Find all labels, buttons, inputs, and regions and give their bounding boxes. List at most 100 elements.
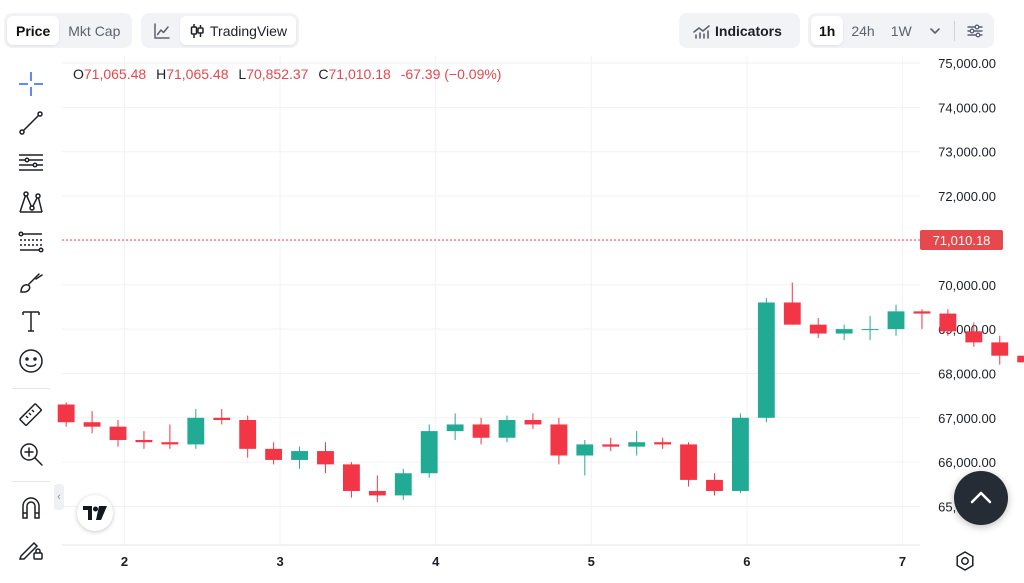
candle-body[interactable] [757, 302, 775, 418]
chevron-down-icon [929, 27, 940, 34]
tradingview-tab[interactable]: TradingView [180, 16, 297, 45]
line-chart-icon [154, 22, 170, 39]
brush-icon [20, 273, 43, 293]
candle-body[interactable] [135, 439, 153, 443]
candle-body[interactable] [965, 331, 983, 343]
time-tick-label: 5 [588, 554, 595, 569]
market-cap-tab[interactable]: Mkt Cap [68, 22, 121, 39]
emoji-tool[interactable] [14, 346, 48, 376]
open-value: 71,065.48 [83, 66, 147, 82]
candle-body[interactable] [265, 448, 283, 460]
pattern-icon [19, 191, 43, 213]
pattern-tool[interactable] [14, 188, 48, 218]
interval-1h[interactable]: 1h [811, 16, 844, 45]
high-key: H [156, 66, 167, 82]
brush-tool[interactable] [14, 267, 48, 297]
chart-type-toggle: Price Mkt Cap [4, 13, 133, 48]
time-axis: 2 3 4 5 6 7 [121, 554, 906, 569]
fib-retracement-icon [18, 231, 44, 253]
scroll-to-top-button[interactable] [954, 471, 1008, 525]
candle-body[interactable] [420, 431, 438, 474]
price-tick-label: 68,000.00 [938, 366, 996, 381]
emoji-icon [19, 349, 43, 373]
chart-grid [62, 56, 920, 545]
close-value: 71,010.18 [328, 66, 391, 82]
candle-body[interactable] [368, 490, 386, 496]
interval-dropdown[interactable] [920, 16, 950, 45]
candle-body[interactable] [654, 442, 672, 445]
collapse-toolbar-button[interactable]: ‹ [54, 484, 64, 510]
candle-body[interactable] [394, 473, 412, 496]
candle-body[interactable] [991, 342, 1009, 356]
candle-body[interactable] [913, 311, 931, 314]
candle-body[interactable] [835, 329, 853, 334]
candle-body[interactable] [576, 444, 594, 456]
candle-body[interactable] [939, 313, 957, 332]
trend-line-icon [19, 111, 43, 135]
interval-24h[interactable]: 24h [851, 22, 875, 39]
tradingview-label: TradingView [210, 22, 288, 39]
lock-drawing-icon [18, 541, 43, 560]
chevron-up-icon [970, 491, 992, 504]
lock-drawing-tool[interactable] [14, 533, 48, 563]
price-tick-label: 70,000.00 [938, 278, 996, 293]
zoom-in-icon [20, 443, 43, 466]
candle-body[interactable] [472, 424, 490, 438]
price-tick-label: 75,000.00 [938, 56, 996, 71]
candle-body[interactable] [109, 426, 127, 440]
trend-line-tool[interactable] [14, 108, 48, 138]
magnet-tool[interactable] [14, 493, 48, 523]
candle-body[interactable] [498, 420, 516, 438]
candle-body[interactable] [809, 324, 827, 334]
price-tick-label: 72,000.00 [938, 189, 996, 204]
indicators-button[interactable]: Indicators [679, 13, 800, 48]
text-icon [22, 311, 40, 332]
ruler-tool[interactable] [14, 400, 48, 430]
fib-retracement-tool[interactable] [14, 227, 48, 257]
candle-body[interactable] [861, 329, 879, 331]
price-tick-label: 67,000.00 [938, 411, 996, 426]
candle-body[interactable] [783, 302, 801, 325]
candle-body[interactable] [291, 451, 308, 460]
candle-body[interactable] [161, 442, 179, 445]
time-tick-label: 3 [276, 554, 283, 569]
candle-body[interactable] [213, 417, 231, 421]
candle-body[interactable] [887, 311, 905, 330]
candle-body[interactable] [57, 404, 75, 423]
gear-icon[interactable] [954, 550, 976, 572]
price-axis: 75,000.0074,000.0073,000.0072,000.0071,0… [938, 56, 996, 515]
line-chart-button[interactable] [144, 16, 180, 45]
price-tab[interactable]: Price [7, 16, 60, 45]
candle-body[interactable] [187, 417, 205, 445]
low-value: 70,852.37 [246, 66, 309, 82]
candle-body[interactable] [680, 444, 697, 480]
close-key: C [318, 66, 329, 82]
text-tool[interactable] [14, 306, 48, 336]
interval-selector: 1h 24h 1W [808, 13, 994, 48]
tradingview-logo[interactable] [77, 495, 113, 531]
candle-body[interactable] [342, 464, 360, 491]
candle-body[interactable] [83, 422, 101, 427]
candlestick-icon [190, 23, 204, 38]
change-value: -67.39 (−0.09%) [400, 66, 502, 82]
high-value: 71,065.48 [166, 66, 229, 82]
candle-body[interactable] [731, 417, 749, 491]
candle-body[interactable] [1017, 355, 1024, 363]
candle-body[interactable] [239, 420, 257, 449]
chart-settings-button[interactable] [959, 16, 991, 45]
candle-body[interactable] [446, 424, 464, 432]
crosshair-tool[interactable] [14, 69, 48, 99]
candle-body[interactable] [524, 420, 542, 425]
price-tick-label: 74,000.00 [938, 100, 996, 115]
candle-body[interactable] [706, 479, 723, 491]
candle-body[interactable] [317, 451, 334, 465]
zoom-in-tool[interactable] [14, 439, 48, 469]
toolbar-divider [12, 481, 50, 482]
candle-body[interactable] [628, 442, 646, 447]
candle-body[interactable] [602, 444, 620, 447]
horizontal-lines-tool[interactable] [14, 148, 48, 178]
toolbar-divider [953, 20, 955, 41]
candle-body[interactable] [550, 424, 568, 456]
interval-1w[interactable]: 1W [890, 22, 912, 39]
